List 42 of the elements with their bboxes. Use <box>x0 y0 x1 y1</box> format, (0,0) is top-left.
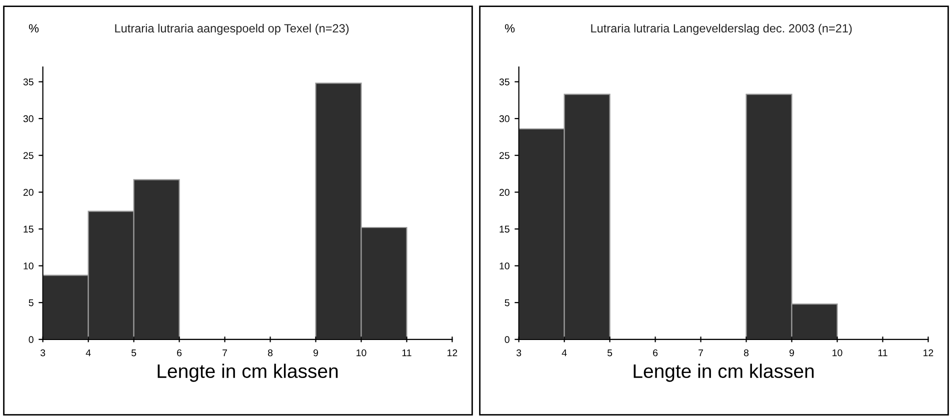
x-axis-title: Lengte in cm klassen <box>634 364 814 382</box>
x-tick-label: 12 <box>924 349 934 356</box>
y-tick-label: 35 <box>499 78 510 86</box>
chart-title: Lutraria lutraria Langevelderslag dec. 2003 (n=21) <box>591 24 852 35</box>
x-tick-label: 11 <box>878 349 888 356</box>
x-tick-label: 9 <box>314 349 318 356</box>
y-tick-label: 5 <box>504 299 510 306</box>
x-tick-label: 4 <box>562 349 567 356</box>
chart-title: Lutraria lutraria aangespoeld op Texel (n=23) <box>115 24 349 35</box>
y-tick-label: 10 <box>24 262 34 270</box>
x-tick-label: 4 <box>86 349 91 356</box>
y-tick-label: 20 <box>499 188 510 196</box>
y-axis-title: % <box>28 24 39 32</box>
x-tick-label: 10 <box>356 349 366 356</box>
y-tick-label: 25 <box>499 152 510 159</box>
y-tick-label: 15 <box>24 226 34 233</box>
x-tick-label: 6 <box>177 349 182 356</box>
x-tick-label: 5 <box>607 349 612 356</box>
x-tick-label: 10 <box>832 349 842 356</box>
x-tick-label: 11 <box>402 349 412 356</box>
y-tick-label: 0 <box>504 336 510 344</box>
y-tick-label: 35 <box>23 78 34 86</box>
x-tick-label: 7 <box>222 349 227 356</box>
y-tick-label: 10 <box>500 262 510 270</box>
y-tick-label: 15 <box>500 226 510 233</box>
x-tick-label: 5 <box>131 349 136 356</box>
y-tick-label: 0 <box>28 336 34 344</box>
y-tick-label: 5 <box>28 299 34 306</box>
y-tick-label: 30 <box>499 115 510 122</box>
y-axis-title: % <box>504 24 515 32</box>
x-tick-label: 12 <box>448 349 458 356</box>
x-tick-label: 8 <box>744 349 749 356</box>
y-tick-label: 20 <box>23 188 34 196</box>
y-tick-label: 30 <box>23 115 34 122</box>
x-tick-label: 3 <box>516 349 522 356</box>
x-tick-label: 8 <box>268 349 273 356</box>
x-tick-label: 9 <box>790 349 794 356</box>
x-axis-title: Lengte in cm klassen <box>158 364 338 382</box>
x-tick-label: 7 <box>698 349 703 356</box>
x-tick-label: 6 <box>653 349 658 356</box>
y-tick-label: 25 <box>23 152 34 159</box>
x-tick-label: 3 <box>40 349 46 356</box>
